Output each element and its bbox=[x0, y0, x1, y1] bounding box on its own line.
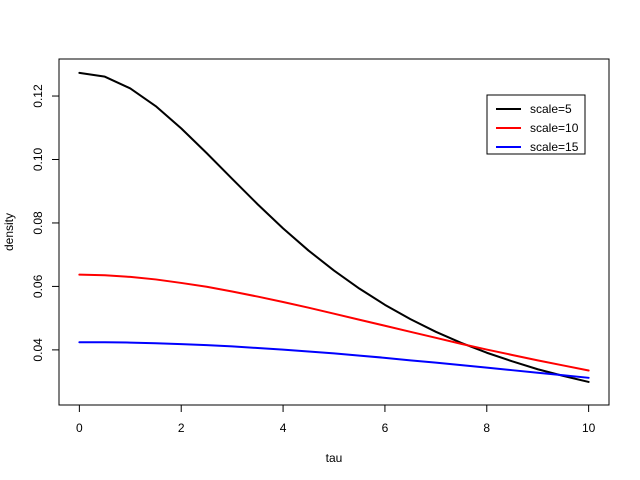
y-tick-label: 0.10 bbox=[31, 147, 45, 171]
plot-frame bbox=[58, 58, 610, 406]
series-line-3 bbox=[78, 341, 590, 379]
x-tick-label: 10 bbox=[582, 421, 596, 435]
y-tick-label: 0.12 bbox=[31, 84, 45, 108]
legend-label: scale=15 bbox=[530, 140, 579, 154]
x-tick-label: 4 bbox=[280, 421, 287, 435]
x-axis-label: tau bbox=[326, 451, 343, 465]
series-line-2 bbox=[78, 273, 590, 372]
y-tick-label: 0.04 bbox=[31, 338, 45, 362]
series-layer bbox=[78, 71, 590, 383]
y-axis-label: density bbox=[2, 213, 16, 251]
legend: scale=5 scale=10 scale=15 bbox=[486, 94, 586, 155]
x-tick-label: 2 bbox=[178, 421, 185, 435]
legend-label: scale=5 bbox=[530, 102, 572, 116]
x-tick-label: 6 bbox=[382, 421, 389, 435]
y-tick-label: 0.08 bbox=[31, 211, 45, 235]
y-tick-label: 0.06 bbox=[31, 274, 45, 298]
legend-label: scale=10 bbox=[530, 121, 579, 135]
series-line-1 bbox=[78, 71, 590, 383]
x-tick-label: 0 bbox=[76, 421, 83, 435]
legend-box bbox=[486, 94, 586, 155]
x-tick-label: 8 bbox=[483, 421, 490, 435]
